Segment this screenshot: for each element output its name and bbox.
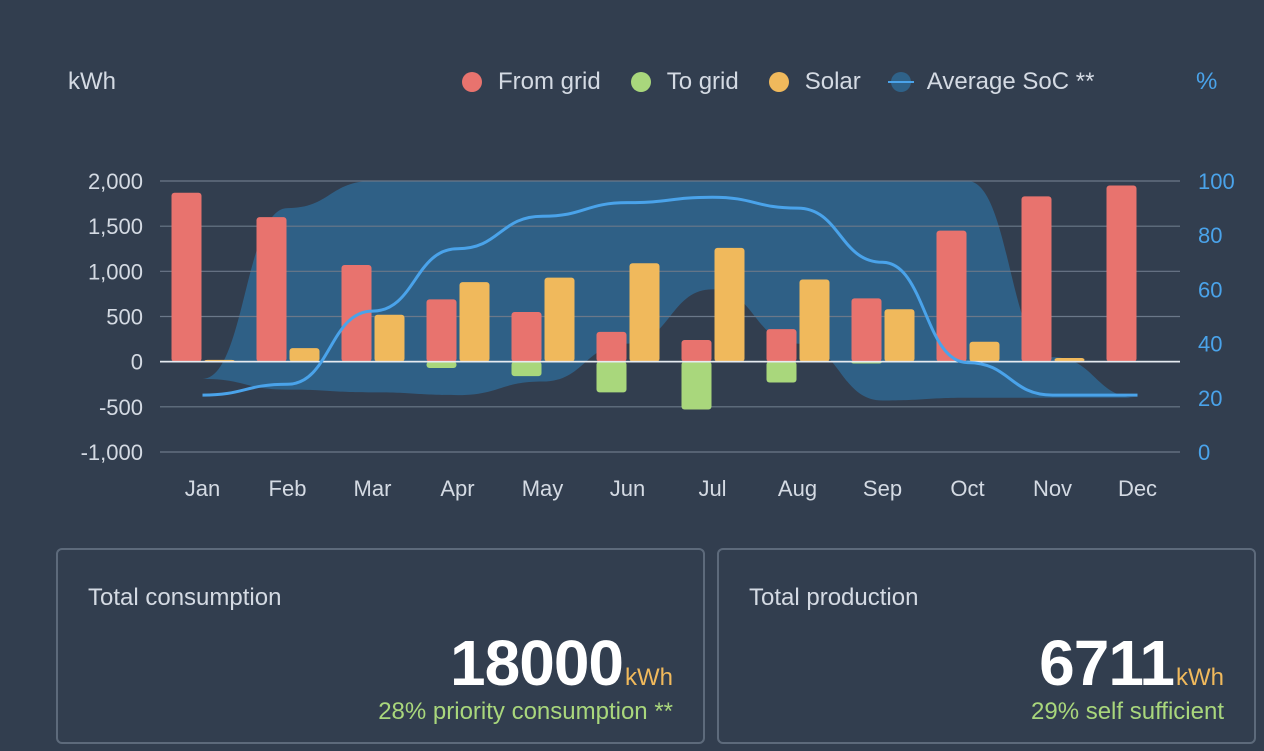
bar-solar-feb <box>289 348 320 362</box>
x-tick-label-aug: Aug <box>778 476 817 501</box>
bar-from-grid-nov <box>1021 196 1052 362</box>
legend-item-solar[interactable]: Solar <box>768 68 861 96</box>
x-tick-label-apr: Apr <box>440 476 474 501</box>
x-tick-label-jan: Jan <box>185 476 220 501</box>
bar-to-grid-may <box>511 361 542 377</box>
y-tick-label-right-1: 80 <box>1198 223 1222 248</box>
bar-to-grid-jun <box>596 361 627 393</box>
bar-solar-may <box>544 277 575 362</box>
legend-item-to-grid[interactable]: To grid <box>630 68 739 96</box>
total-production-value: 6711 <box>1039 627 1175 699</box>
x-tick-label-feb: Feb <box>269 476 307 501</box>
x-tick-label-may: May <box>522 476 564 501</box>
bar-from-grid-jan <box>171 192 202 362</box>
right-axis-unit: % <box>1196 68 1218 95</box>
bar-from-grid-sep <box>851 298 882 362</box>
bar-from-grid-jun <box>596 331 627 362</box>
x-tick-label-sep: Sep <box>863 476 902 501</box>
total-consumption-card: Total consumption 18000 kWh 28% priority… <box>56 548 705 744</box>
total-production-card: Total production 6711 kWh 29% self suffi… <box>717 548 1256 744</box>
y-tick-label-left-4: 0 <box>131 350 143 375</box>
y-tick-label-left-5: -500 <box>99 395 143 420</box>
bar-solar-jul <box>714 247 745 362</box>
legend-label-to-grid: To grid <box>666 68 739 95</box>
total-production-unit: kWh <box>1176 664 1224 691</box>
y-tick-label-left-0: 2,000 <box>88 169 143 194</box>
total-consumption-value: 18000 <box>450 627 624 699</box>
bar-solar-sep <box>884 309 915 362</box>
x-tick-label-jul: Jul <box>698 476 726 501</box>
total-production-title: Total production <box>749 584 919 611</box>
x-tick-label-mar: Mar <box>354 476 392 501</box>
bar-from-grid-may <box>511 311 542 362</box>
y-tick-label-right-0: 100 <box>1198 169 1235 194</box>
bar-solar-mar <box>374 314 405 362</box>
legend-label-solar: Solar <box>804 68 861 95</box>
bar-from-grid-dec <box>1106 185 1137 362</box>
x-tick-label-dec: Dec <box>1118 476 1157 501</box>
total-consumption-title: Total consumption <box>88 584 282 611</box>
total-consumption-value-row: 18000 kWh <box>450 626 673 700</box>
bar-from-grid-mar <box>341 265 372 362</box>
legend-label-from-grid: From grid <box>498 68 601 95</box>
legend-label-average-soc: Average SoC ** <box>926 68 1095 95</box>
bar-solar-nov <box>1054 358 1085 362</box>
left-axis-unit: kWh <box>68 68 116 95</box>
bar-from-grid-feb <box>256 217 287 362</box>
to-grid-dot-icon <box>630 72 651 92</box>
total-production-value-row: 6711 kWh <box>1039 626 1224 700</box>
bar-solar-oct <box>969 341 1000 362</box>
from-grid-dot-icon <box>462 72 482 92</box>
average-soc-line-icon <box>887 72 914 92</box>
x-tick-label-oct: Oct <box>950 476 984 501</box>
bar-to-grid-apr <box>426 361 457 368</box>
y-tick-label-left-6: -1,000 <box>81 440 143 465</box>
bar-to-grid-aug <box>766 361 797 383</box>
y-tick-label-left-1: 1,500 <box>88 214 143 239</box>
bar-solar-aug <box>799 279 830 362</box>
bar-from-grid-jul <box>681 339 712 362</box>
x-tick-label-jun: Jun <box>610 476 645 501</box>
legend-item-from-grid[interactable]: From grid <box>462 68 601 96</box>
y-tick-label-right-2: 60 <box>1198 277 1222 302</box>
legend-items: From grid To grid Solar Average SoC ** <box>462 68 1094 96</box>
y-tick-label-right-3: 40 <box>1198 332 1222 357</box>
priority-consumption-text: 28% priority consumption ** <box>378 698 673 725</box>
self-sufficient-text: 29% self sufficient <box>1031 698 1224 725</box>
total-consumption-unit: kWh <box>625 664 673 691</box>
legend-item-average-soc[interactable]: Average SoC ** <box>887 68 1095 96</box>
soc-line <box>202 195 1138 397</box>
chart-legend: From grid To grid Solar Average SoC ** <box>0 64 1264 100</box>
y-tick-label-left-3: 500 <box>106 305 143 330</box>
y-tick-label-left-2: 1,000 <box>88 259 143 284</box>
bar-to-grid-jul <box>681 361 712 410</box>
bar-from-grid-oct <box>936 230 967 362</box>
energy-chart: 2,000 1,500 1,000 500 0 -500 -1,000 100 80 60 40 20… <box>81 169 1235 501</box>
y-tick-label-right-5: 0 <box>1198 440 1210 465</box>
x-tick-label-nov: Nov <box>1033 476 1072 501</box>
bar-from-grid-aug <box>766 329 797 362</box>
bar-from-grid-apr <box>426 299 457 362</box>
bar-solar-jun <box>629 263 660 362</box>
bar-solar-apr <box>459 282 490 362</box>
y-tick-label-right-4: 20 <box>1198 386 1222 411</box>
solar-dot-icon <box>768 72 789 92</box>
